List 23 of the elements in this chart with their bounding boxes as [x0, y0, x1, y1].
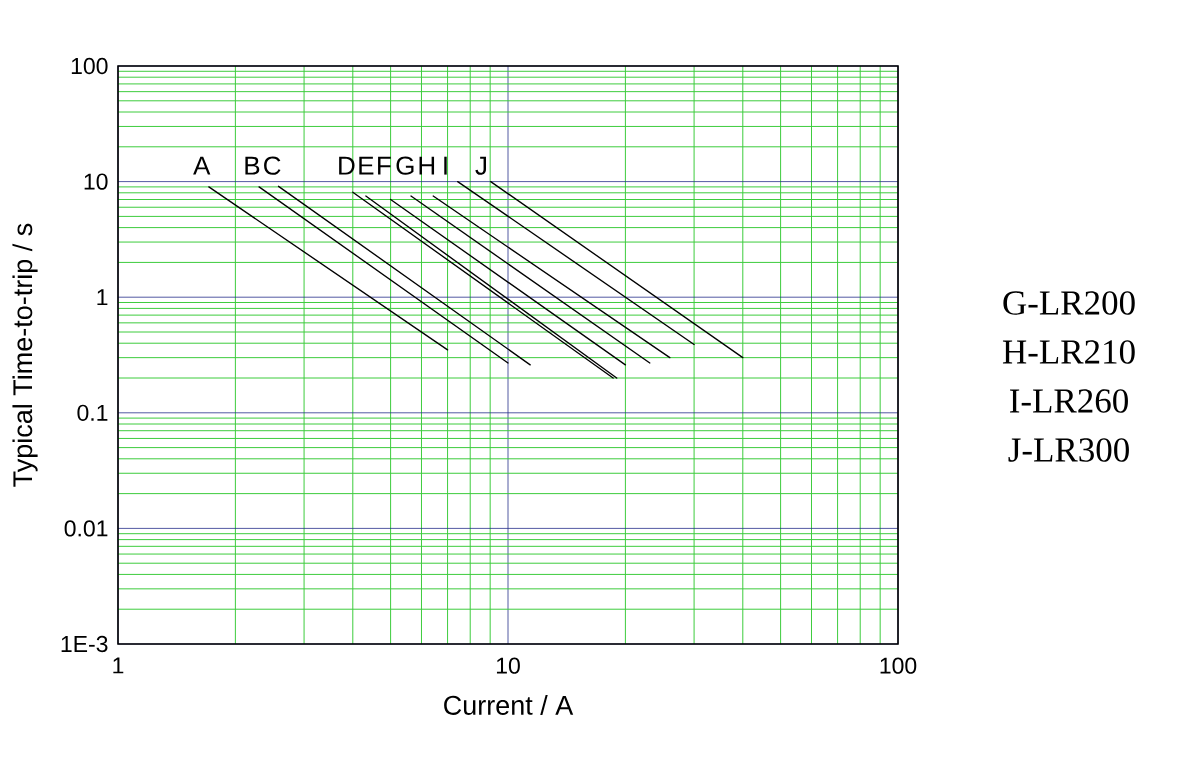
series-label: C [264, 156, 281, 175]
y-tick-label: 100 [71, 57, 108, 75]
series-label: B [245, 156, 260, 175]
series-label: G [396, 156, 414, 175]
series-label: E [359, 156, 374, 175]
series-label: A [193, 156, 211, 175]
series-label: D [339, 156, 355, 175]
x-tick-label: 1 [113, 657, 124, 674]
y-tick-label: 1E-3 [61, 635, 108, 653]
series-label: I [444, 156, 447, 175]
text: I-LR260 [1010, 389, 1128, 413]
text: J-LR300 [1008, 438, 1129, 462]
x-tick-label: 100 [880, 657, 917, 674]
series-label: J [475, 156, 486, 175]
y-tick-label: 1 [97, 289, 108, 306]
y-axis-title: Typical Time-to-trip / s [12, 223, 38, 487]
x-tick-label: 10 [496, 657, 520, 674]
y-tick-label: 0.01 [64, 520, 108, 537]
y-tick-label: 10 [84, 173, 108, 190]
x-axis-title: Current / A [444, 695, 574, 715]
text: G-LR200 [1003, 291, 1135, 315]
y-tick-label: 0.1 [77, 404, 108, 421]
text: H-LR210 [1002, 340, 1135, 364]
